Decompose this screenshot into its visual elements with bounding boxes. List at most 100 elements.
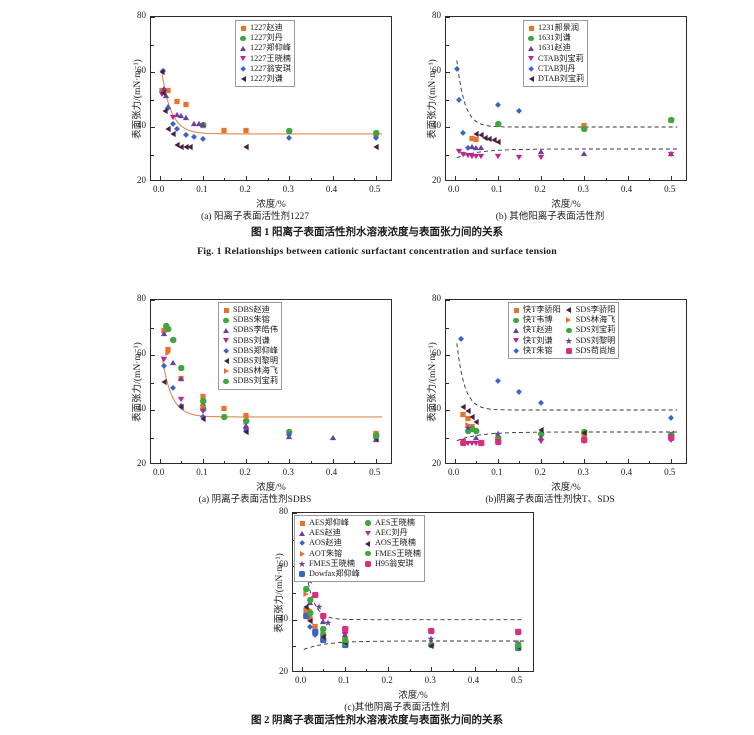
data-point	[221, 407, 228, 425]
marker-tri-down	[473, 440, 480, 446]
data-point	[320, 619, 327, 637]
legend-item[interactable]: 1631刘谦	[527, 33, 584, 43]
marker-tri-left	[178, 403, 184, 411]
legend-item[interactable]: AEC刘丹	[364, 528, 421, 538]
data-point	[494, 146, 501, 164]
legend-item[interactable]: CTAB刘宝莉	[527, 54, 584, 64]
legend-item[interactable]: SDS刘宝莉	[565, 325, 615, 335]
legend-marker	[364, 550, 372, 557]
legend-item[interactable]: SDS苟尚旭	[565, 346, 615, 356]
data-point	[178, 397, 184, 415]
chart-legend[interactable]: 1231郝景润 1631刘谦 1631赵迪 CTAB刘宝莉 CTAB刘丹 DTAB刘宝莉	[523, 20, 589, 88]
y-tick-label: 20	[137, 175, 146, 185]
marker-square	[200, 393, 206, 399]
legend-label: 1227刘谦	[250, 74, 283, 84]
legend-item[interactable]: 快T韦博	[512, 315, 561, 325]
legend-item[interactable]: AOS赵迪	[298, 538, 360, 548]
marker-tri-left	[460, 403, 466, 411]
chart-fig1-panel-b: 表面张力/(mN·m⁻¹) 浓度/% (b) 其他阳离子表面活性剂 0.0 0.1…	[405, 10, 695, 222]
legend-item[interactable]: SDBS赵迪	[222, 305, 278, 315]
legend-item[interactable]: SDBS刘谦	[222, 336, 278, 346]
x-tick	[454, 459, 456, 463]
legend-item[interactable]: SDBS朱镕	[222, 315, 278, 325]
marker-square	[182, 102, 189, 108]
legend-item[interactable]: 1227刘谦	[239, 74, 291, 84]
data-point	[473, 124, 479, 142]
legend-item[interactable]: 快T朱镕	[512, 346, 561, 356]
x-axis-label: 浓度/%	[551, 200, 581, 210]
legend-item[interactable]: SDBS李皓伟	[222, 325, 278, 335]
legend-item[interactable]: AES郑仰峰	[298, 518, 360, 528]
legend-item[interactable]: ★ SDS刘黎明	[565, 336, 616, 346]
marker-tri-up	[160, 330, 168, 336]
legend-item[interactable]: AES王晓楠	[364, 518, 421, 528]
data-point	[286, 127, 293, 145]
legend-item[interactable]: 1227王晓楠	[239, 54, 291, 64]
y-minor-tick	[446, 154, 449, 156]
legend-item[interactable]: AES赵迪	[298, 528, 360, 538]
legend-item[interactable]: 快T李骄阳	[512, 305, 561, 315]
x-tick-label: 0.4	[325, 184, 338, 194]
legend-item[interactable]: 1227赵迪	[239, 23, 291, 33]
marker-tri-down	[468, 440, 476, 446]
legend-item[interactable]: CTAB刘丹	[527, 64, 584, 74]
marker-star: ★	[463, 422, 472, 433]
legend-item[interactable]: 1227翁安琪	[239, 64, 291, 74]
legend-item[interactable]: ★ FMES王晓楠	[298, 559, 360, 569]
legend-column: AES郑仰峰 AES赵迪 AOS赵迪 AOT朱镕 ★ FMES王晓楠 Dowfax郑仰峰	[298, 518, 360, 579]
x-minor-tick	[224, 177, 226, 180]
legend-item[interactable]: SDBS刘宝莉	[222, 376, 278, 386]
marker-tri-up	[240, 46, 246, 51]
data-point	[311, 621, 318, 639]
legend-item[interactable]: AOT朱镕	[298, 549, 360, 559]
legend-item[interactable]: 1631赵迪	[527, 43, 584, 53]
legend-item[interactable]: SDBS郑仰峰	[222, 346, 278, 356]
legend-item[interactable]: SDBS刘黎明	[222, 356, 278, 366]
legend-marker	[222, 358, 230, 365]
legend-label: SDBS刘宝莉	[233, 376, 279, 386]
legend-item[interactable]: 1231郝景润	[527, 23, 584, 33]
legend-label: 快T刘谦	[523, 335, 553, 345]
legend-item[interactable]: DTAB刘宝莉	[527, 74, 584, 84]
legend-item[interactable]: SDBS林海飞	[222, 366, 278, 376]
chart-legend[interactable]: 快T李骄阳 快T韦博 快T赵迪 快T刘谦 快T朱镕 SDS李骄阳 SDS林海飞 SDS刘宝莉 ★…	[508, 302, 620, 360]
y-minor-tick	[446, 327, 449, 329]
y-tick-label: 40	[432, 120, 441, 130]
y-tick	[446, 17, 450, 18]
legend-item[interactable]: SDS李骄阳	[565, 305, 615, 315]
data-point	[303, 605, 309, 623]
data-point: ★	[463, 418, 472, 436]
marker-tri-down	[455, 149, 463, 155]
chart-legend[interactable]: SDBS赵迪 SDBS朱镕 SDBS李皓伟 SDBS刘谦 SDBS郑仰峰 SDBS刘黎明 S…	[218, 302, 283, 390]
x-minor-tick	[267, 177, 269, 180]
x-tick	[332, 176, 334, 180]
legend-item[interactable]: FMES王晓楠	[364, 549, 421, 559]
marker-circle	[303, 586, 309, 592]
legend-marker	[364, 530, 372, 536]
y-minor-tick	[151, 382, 154, 384]
legend-label: AOT朱镕	[309, 548, 343, 558]
data-point	[200, 409, 206, 427]
legend-item[interactable]: 1227刘丹	[239, 33, 291, 43]
x-tick	[627, 459, 629, 463]
chart-legend[interactable]: AES郑仰峰 AES赵迪 AOS赵迪 AOT朱镕 ★ FMES王晓楠 Dowfax郑仰峰 AE…	[294, 515, 425, 583]
legend-item[interactable]: 快T刘谦	[512, 336, 561, 346]
legend-item[interactable]: 1227郑仰峰	[239, 43, 291, 53]
legend-item[interactable]: Dowfax郑仰峰	[298, 569, 360, 579]
chart-legend[interactable]: 1227赵迪 1227刘丹 1227郑仰峰 1227王晓楠 1227翁安琪 1227刘谦	[235, 20, 295, 88]
data-point	[307, 589, 314, 607]
legend-label: SDBS赵迪	[233, 305, 270, 314]
legend-marker	[298, 540, 306, 547]
x-tick-label: 0.2	[239, 467, 251, 477]
legend-item[interactable]: H95翁安琪	[364, 559, 421, 569]
marker-tri-left	[365, 540, 371, 547]
data-point	[307, 600, 313, 618]
legend-item[interactable]: AOS王晓楠	[364, 538, 421, 548]
x-tick-label: 0.2	[239, 184, 251, 194]
legend-item[interactable]: 快T赵迪	[512, 325, 561, 335]
marker-circle	[307, 610, 314, 616]
x-minor-tick	[354, 460, 356, 463]
data-point	[494, 95, 502, 113]
legend-item[interactable]: SDS林海飞	[565, 315, 615, 325]
marker-tri-left	[240, 76, 246, 83]
